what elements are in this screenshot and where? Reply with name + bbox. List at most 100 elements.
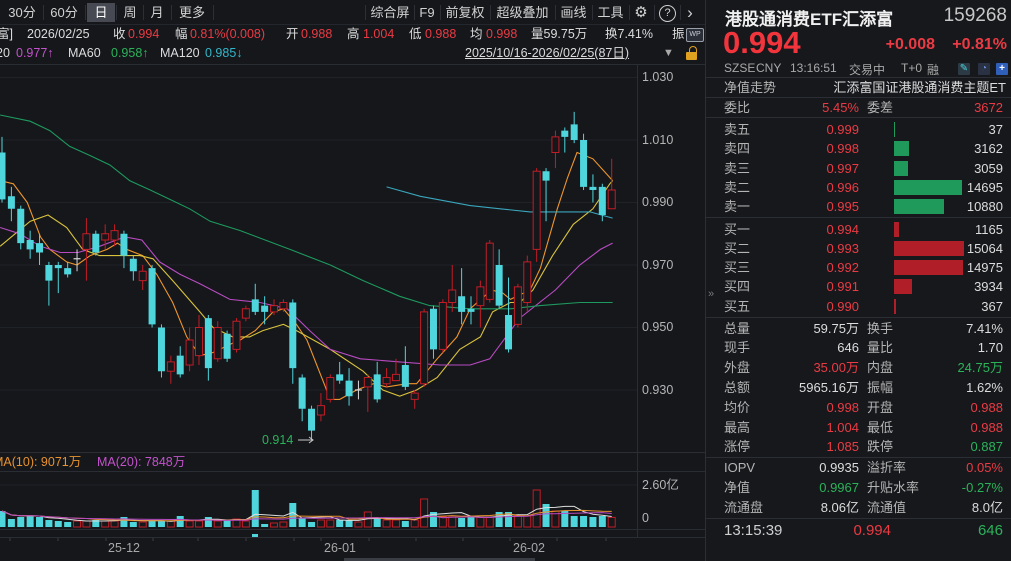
tab-60min[interactable]: 60分 (50, 5, 78, 20)
stat-label: 涨停 (724, 439, 751, 455)
ask-label: 卖五 (724, 122, 751, 137)
toolbar-divider (85, 5, 86, 20)
tools-button[interactable]: 工具 (597, 5, 624, 20)
draw-line-button[interactable]: 画线 (560, 5, 587, 20)
toolbar-divider (43, 5, 44, 20)
forward-adjust-button[interactable]: 前复权 (445, 5, 485, 20)
x-axis-line (0, 537, 705, 538)
tab-monthly[interactable]: 月 (150, 5, 164, 20)
alert-circle-icon[interactable]: ◔ (978, 63, 990, 75)
candle-down (589, 186, 597, 190)
candle-up (279, 302, 288, 310)
stat-value: 5965.16万 (799, 379, 859, 395)
tab-weekly[interactable]: 周 (123, 5, 137, 20)
ask-level-4[interactable]: 卖四 0.998 3162 (706, 139, 1011, 158)
ask-level-3[interactable]: 卖三 0.997 3059 (706, 159, 1011, 178)
volume-bar (166, 520, 175, 528)
bid-depth-bar (894, 298, 896, 314)
lock-icon[interactable] (686, 46, 697, 60)
open-label: 开 (286, 27, 299, 41)
volume-ma-ma20 (1, 510, 612, 521)
volume-bar (580, 515, 588, 527)
bid-level-3[interactable]: 买三 0.992 14975 (706, 258, 1011, 277)
candle-up (532, 170, 541, 250)
ask-level-5[interactable]: 卖五 0.999 37 (706, 120, 1011, 139)
candle-down (289, 302, 297, 369)
stat-label: 现手 (724, 340, 751, 356)
tick-time: 13:15:39 (724, 522, 783, 539)
stat-label: 升贴水率 (867, 480, 920, 495)
range-dropdown-icon[interactable]: ▼ (663, 47, 674, 59)
volume-bar (279, 521, 288, 528)
candle-down (54, 265, 62, 269)
bid-level-1[interactable]: 买一 0.994 1165 (706, 220, 1011, 239)
candle-down (401, 365, 409, 387)
exchange-label: SZSE (724, 61, 756, 75)
ask-volume: 37 (988, 122, 1003, 137)
volume-bar (204, 517, 212, 527)
horizontal-scrollbar-thumb[interactable] (344, 558, 535, 561)
wp-widget-icon[interactable]: WP (686, 28, 704, 42)
candle-down (36, 243, 44, 253)
volume-ma20-value: MA(20): 7848万 (97, 455, 186, 469)
bid-level-2[interactable]: 买二 0.993 15064 (706, 239, 1011, 258)
tab-30min[interactable]: 30分 (8, 5, 36, 20)
gear-icon[interactable]: ⚙ (634, 4, 648, 21)
currency-label: CNY (756, 61, 782, 75)
candle-up (110, 230, 119, 241)
ask-label: 卖一 (724, 199, 751, 215)
super-overlay-button[interactable]: 超级叠加 (496, 5, 549, 20)
divider (706, 317, 1011, 318)
volume-bar (589, 517, 597, 527)
ask-level-2[interactable]: 卖二 0.996 14695 (706, 178, 1011, 197)
order-diff-label: 委差 (867, 100, 894, 115)
help-icon[interactable]: ? (659, 5, 676, 22)
candle-down (251, 299, 259, 312)
chevron-right-icon[interactable]: › (687, 3, 693, 22)
date-range-selector[interactable]: 2025/10/16-2026/02/25(87日) (465, 46, 630, 60)
candle-down (176, 355, 184, 375)
volume-bar (194, 520, 203, 528)
candle-up (316, 405, 325, 416)
chart-header-border (0, 64, 705, 65)
toolbar-divider (116, 5, 117, 20)
candlestick-chart[interactable] (0, 0, 705, 561)
tab-daily[interactable]: 日 (87, 3, 115, 22)
ask-volume: 10880 (966, 199, 1003, 215)
volume-bar (232, 518, 241, 528)
volume-bar (485, 516, 494, 528)
volume-bar (120, 517, 128, 527)
volume-bar (458, 518, 466, 527)
tick-row[interactable]: 13:15:39 0.994 646 (706, 520, 1011, 542)
add-watchlist-icon[interactable]: + (996, 63, 1008, 75)
stat-value: 0.988 (970, 399, 1003, 415)
pencil-icon[interactable]: ✎ (958, 63, 970, 75)
candle-down (505, 315, 513, 350)
composite-screen-button[interactable]: 综合屏 (370, 5, 410, 20)
expand-panel-icon[interactable]: » (708, 288, 715, 300)
divider (706, 518, 1011, 519)
ask-level-1[interactable]: 卖一 0.995 10880 (706, 197, 1011, 216)
volume-bar (542, 503, 550, 527)
volume-bar (495, 511, 503, 527)
nav-trend-row[interactable]: 净值走势 汇添富国证港股通消费主题ET (706, 78, 1011, 97)
ma-line-ma60 (0, 114, 613, 310)
volume-bar (251, 490, 259, 527)
x-tick-label: 26-02 (513, 541, 545, 555)
stats-row: 总额 5965.16万 振幅 1.62% (706, 378, 1011, 398)
ask-volume: 14695 (966, 179, 1003, 195)
stat-value: 0.9967 (819, 480, 859, 495)
stats-row: 涨停 1.085 跌停 0.887 (706, 437, 1011, 457)
bid-label: 买三 (724, 260, 751, 276)
candle-up (513, 286, 522, 325)
f9-button[interactable]: F9 (419, 5, 435, 20)
ma20-label: 20 (0, 46, 10, 60)
low-marker-arrow (298, 436, 314, 444)
last-price: 0.994 (723, 25, 801, 60)
stat-value: 0.887 (970, 439, 1003, 455)
bid-level-5[interactable]: 买五 0.990 367 (706, 297, 1011, 316)
bid-volume: 367 (981, 298, 1003, 314)
bid-level-4[interactable]: 买四 0.991 3934 (706, 277, 1011, 296)
ask-label: 卖三 (724, 160, 751, 176)
tab-more[interactable]: 更多 (178, 5, 205, 20)
